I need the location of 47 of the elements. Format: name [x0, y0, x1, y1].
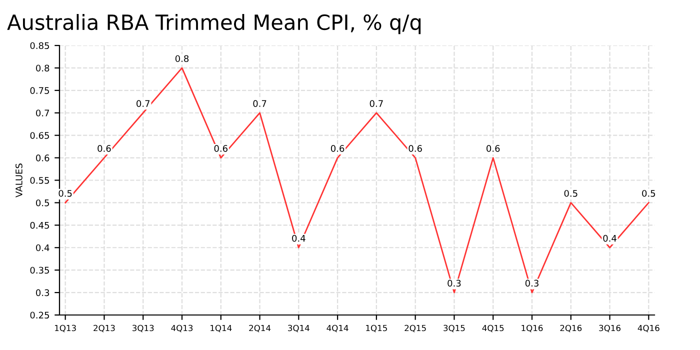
- y-tick-label: 0.85: [30, 42, 49, 50]
- data-label: 0.5: [642, 190, 656, 197]
- y-tick-label: 0.25: [30, 312, 49, 319]
- x-tick-label: 4Q14: [326, 324, 348, 332]
- y-tick-label: 0.5: [36, 199, 49, 206]
- data-label: 0.5: [564, 190, 578, 197]
- x-tick-label: 2Q15: [404, 324, 426, 332]
- x-tick-label: 4Q16: [638, 324, 660, 332]
- y-tick-label: 0.65: [30, 132, 49, 139]
- x-tick-label: 3Q13: [132, 324, 154, 332]
- data-label: 0.6: [214, 145, 228, 152]
- y-tick-label: 0.4: [36, 244, 50, 252]
- x-tick-label: 2Q16: [560, 324, 582, 332]
- data-label: 0.6: [408, 145, 422, 152]
- y-tick-label: 0.6: [36, 154, 50, 162]
- x-tick-label: 4Q13: [171, 324, 193, 332]
- data-label: 0.4: [603, 234, 616, 242]
- data-label: 0.6: [330, 145, 344, 152]
- x-tick-label: 1Q13: [55, 324, 76, 332]
- x-tick-label: 1Q14: [210, 324, 232, 332]
- x-tick-label: 4Q15: [482, 324, 504, 332]
- data-label: 0.3: [525, 280, 538, 287]
- x-tick-label: 3Q15: [444, 324, 465, 332]
- data-label: 0.7: [253, 100, 266, 107]
- data-label: 0.7: [370, 100, 383, 107]
- chart-title: Australia RBA Trimmed Mean CPI, % q/q: [7, 14, 421, 34]
- x-tick-label: 1Q16: [522, 324, 543, 332]
- x-tick-label: 2Q13: [94, 324, 115, 332]
- y-tick-label: 0.35: [30, 266, 49, 274]
- y-tick-label: 0.75: [30, 87, 49, 94]
- x-tick-label: 3Q14: [288, 324, 310, 332]
- x-tick-label: 1Q15: [366, 324, 387, 332]
- y-axis-title: VALUES: [16, 164, 22, 198]
- data-label: 0.4: [292, 234, 306, 242]
- y-tick-label: 0.3: [36, 289, 50, 296]
- data-label: 0.5: [58, 190, 72, 197]
- x-tick-label: 3Q16: [599, 324, 620, 332]
- y-tick-label: 0.45: [30, 222, 49, 229]
- data-label: 0.6: [486, 145, 500, 152]
- data-label: 0.3: [448, 280, 461, 287]
- data-label: 0.6: [98, 145, 111, 152]
- y-tick-label: 0.55: [30, 176, 49, 184]
- x-tick-label: 2Q14: [249, 324, 271, 332]
- y-tick-label: 0.7: [36, 110, 50, 116]
- y-tick-label: 0.8: [36, 64, 50, 72]
- data-label: 0.8: [175, 55, 189, 62]
- data-label: 0.7: [136, 100, 150, 107]
